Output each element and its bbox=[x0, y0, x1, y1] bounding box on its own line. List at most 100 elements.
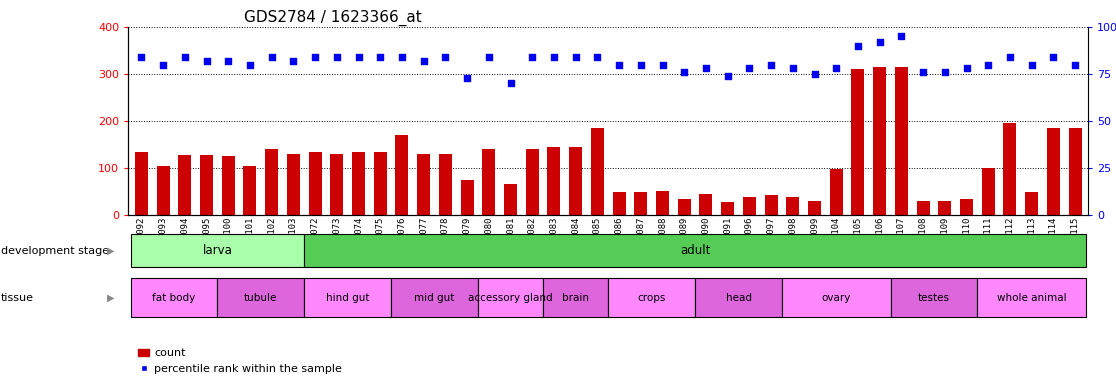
Bar bbox=[352, 152, 365, 215]
Text: mid gut: mid gut bbox=[414, 293, 454, 303]
Bar bbox=[200, 155, 213, 215]
Bar bbox=[504, 184, 517, 215]
Bar bbox=[543, 278, 608, 317]
Bar bbox=[156, 166, 170, 215]
Bar bbox=[179, 155, 191, 215]
Bar bbox=[478, 278, 543, 317]
Point bbox=[436, 54, 454, 60]
Bar bbox=[395, 135, 408, 215]
Point bbox=[349, 54, 367, 60]
Bar bbox=[305, 234, 1086, 267]
Bar bbox=[391, 278, 478, 317]
Point bbox=[675, 69, 693, 75]
Point bbox=[523, 54, 541, 60]
Point bbox=[567, 54, 585, 60]
Text: larva: larva bbox=[202, 244, 232, 257]
Bar bbox=[695, 278, 782, 317]
Text: head: head bbox=[725, 293, 751, 303]
Bar bbox=[131, 278, 218, 317]
Point bbox=[783, 65, 801, 71]
Text: ▶: ▶ bbox=[107, 245, 115, 256]
Point bbox=[654, 61, 672, 68]
Bar bbox=[764, 195, 778, 215]
Point bbox=[306, 54, 324, 60]
Bar bbox=[978, 278, 1086, 317]
Bar bbox=[439, 154, 452, 215]
Point bbox=[154, 61, 172, 68]
Point bbox=[849, 43, 867, 49]
Bar bbox=[1068, 128, 1081, 215]
Bar bbox=[891, 278, 978, 317]
Point bbox=[914, 69, 932, 75]
Point bbox=[610, 61, 628, 68]
Bar bbox=[590, 128, 604, 215]
Bar bbox=[330, 154, 344, 215]
Point bbox=[241, 61, 259, 68]
Point bbox=[893, 33, 911, 40]
Bar bbox=[1047, 128, 1060, 215]
Bar bbox=[916, 201, 930, 215]
Bar bbox=[782, 278, 891, 317]
Point bbox=[870, 39, 888, 45]
Point bbox=[1066, 61, 1084, 68]
Point bbox=[501, 80, 519, 86]
Text: hind gut: hind gut bbox=[326, 293, 369, 303]
Bar bbox=[613, 192, 626, 215]
Bar bbox=[982, 168, 994, 215]
Bar bbox=[677, 199, 691, 215]
Bar bbox=[608, 278, 695, 317]
Text: tissue: tissue bbox=[1, 293, 35, 303]
Point bbox=[1045, 54, 1062, 60]
Point bbox=[719, 73, 737, 79]
Bar bbox=[700, 194, 712, 215]
Point bbox=[632, 61, 650, 68]
Bar bbox=[1003, 123, 1017, 215]
Bar bbox=[548, 147, 560, 215]
Point bbox=[979, 61, 997, 68]
Text: accessory gland: accessory gland bbox=[469, 293, 552, 303]
Text: development stage: development stage bbox=[1, 245, 109, 256]
Text: GDS2784 / 1623366_at: GDS2784 / 1623366_at bbox=[243, 9, 421, 25]
Text: adult: adult bbox=[680, 244, 710, 257]
Point bbox=[198, 58, 215, 64]
Bar bbox=[305, 278, 391, 317]
Point bbox=[1022, 61, 1040, 68]
Point bbox=[285, 58, 302, 64]
Point bbox=[133, 54, 151, 60]
Point bbox=[762, 61, 780, 68]
Bar bbox=[569, 147, 583, 215]
Text: crops: crops bbox=[637, 293, 666, 303]
Point bbox=[262, 54, 280, 60]
Bar bbox=[960, 199, 973, 215]
Bar bbox=[895, 67, 908, 215]
Bar bbox=[482, 149, 496, 215]
Point bbox=[545, 54, 562, 60]
Bar bbox=[222, 156, 234, 215]
Point bbox=[459, 74, 477, 81]
Bar bbox=[218, 278, 305, 317]
Bar bbox=[417, 154, 430, 215]
Text: ▶: ▶ bbox=[107, 293, 115, 303]
Bar bbox=[461, 180, 473, 215]
Point bbox=[958, 65, 975, 71]
Bar bbox=[852, 69, 865, 215]
Bar bbox=[135, 152, 148, 215]
Legend: count, percentile rank within the sample: count, percentile rank within the sample bbox=[134, 344, 346, 379]
Point bbox=[588, 54, 606, 60]
Bar bbox=[656, 190, 668, 215]
Bar bbox=[787, 197, 799, 215]
Text: tubule: tubule bbox=[244, 293, 278, 303]
Text: brain: brain bbox=[562, 293, 589, 303]
Bar bbox=[374, 152, 387, 215]
Point bbox=[415, 58, 433, 64]
Point bbox=[936, 69, 954, 75]
Bar bbox=[131, 234, 305, 267]
Point bbox=[740, 65, 758, 71]
Bar bbox=[829, 169, 843, 215]
Point bbox=[827, 65, 845, 71]
Point bbox=[698, 65, 715, 71]
Bar bbox=[266, 149, 278, 215]
Text: testes: testes bbox=[918, 293, 950, 303]
Point bbox=[220, 58, 238, 64]
Point bbox=[176, 54, 194, 60]
